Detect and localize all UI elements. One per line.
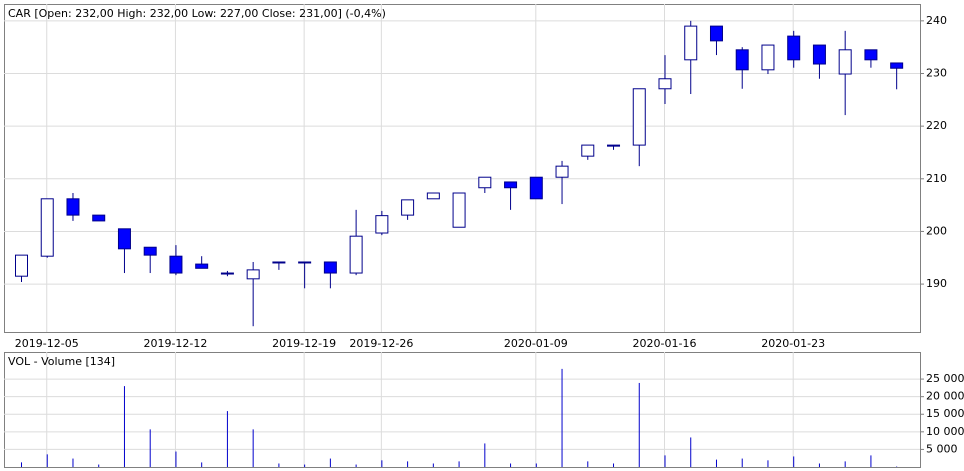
candle-body <box>684 25 698 61</box>
volume-title: VOL - Volume [134] <box>8 355 115 368</box>
x-tick-label: 2020-01-16 <box>633 337 697 350</box>
candle-body <box>709 25 723 42</box>
x-tick-label: 2019-12-26 <box>349 337 413 350</box>
candle-body <box>658 78 672 90</box>
candle-body <box>40 198 54 257</box>
x-tick-label: 2019-12-05 <box>15 337 79 350</box>
x-tick-label: 2019-12-12 <box>143 337 207 350</box>
y-tick-label: 240 <box>926 14 947 27</box>
candle-body <box>220 272 234 275</box>
candle-body <box>735 49 749 71</box>
y-tick-label: 20 000 <box>926 390 964 403</box>
candle-body <box>401 199 415 216</box>
x-tick-label: 2019-12-19 <box>272 337 336 350</box>
candle-body <box>529 176 543 200</box>
candle-body <box>812 44 826 65</box>
x-tick-label: 2020-01-09 <box>504 337 568 350</box>
candle-body <box>298 261 312 264</box>
volume-panel <box>4 352 921 468</box>
y-tick-label: 10 000 <box>926 425 964 438</box>
candle-body <box>349 235 363 274</box>
y-tick-label: 190 <box>926 277 947 290</box>
x-tick-label: 2020-01-23 <box>761 337 825 350</box>
candle-body <box>555 165 569 178</box>
candle-body <box>375 215 389 234</box>
candle-body <box>15 254 28 277</box>
y-tick-label: 5 000 <box>926 442 958 455</box>
y-tick-label: 15 000 <box>926 407 964 420</box>
price-title: CAR [Open: 232,00 High: 232,00 Low: 227,… <box>8 7 386 20</box>
y-tick-label: 210 <box>926 172 947 185</box>
candle-body <box>890 62 904 69</box>
candle-body <box>323 261 337 274</box>
candle-body <box>478 176 492 189</box>
candle-body <box>66 198 80 216</box>
y-tick-label: 220 <box>926 119 947 132</box>
candle-body <box>838 49 852 75</box>
y-tick-label: 230 <box>926 66 947 79</box>
price-panel <box>4 4 921 333</box>
candle-body <box>761 44 775 71</box>
candle-body <box>581 144 595 157</box>
candle-body <box>632 88 646 146</box>
candle-body <box>195 263 209 269</box>
candle-body <box>272 261 286 264</box>
candle-body <box>246 269 260 280</box>
candle-body <box>787 35 801 61</box>
candle-body <box>117 228 131 250</box>
grid <box>4 4 920 467</box>
y-tick-label: 200 <box>926 224 947 237</box>
candle-body <box>92 214 106 222</box>
candle-body <box>607 144 621 147</box>
candle-body <box>864 49 878 61</box>
y-tick-label: 25 000 <box>926 372 964 385</box>
candle-body <box>143 246 157 256</box>
marks <box>15 20 904 467</box>
candle-body <box>169 255 183 274</box>
candle-body <box>426 192 440 200</box>
candle-body <box>452 192 466 228</box>
candle-body <box>504 181 518 189</box>
